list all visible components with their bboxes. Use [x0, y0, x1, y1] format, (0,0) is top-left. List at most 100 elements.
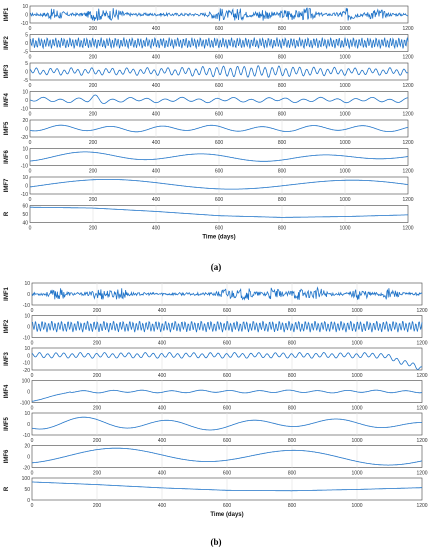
y-tick-label: -5	[24, 50, 29, 56]
x-tick-label: 1200	[402, 112, 413, 118]
subplot-label-imf3: IMF3	[4, 64, 10, 78]
y-tick-label: 10	[22, 4, 28, 10]
x-tick-label: 1200	[416, 308, 427, 314]
x-tick-label: 200	[93, 406, 102, 412]
x-tick-label: 400	[152, 55, 161, 61]
x-tick-label: 800	[278, 140, 287, 146]
y-tick-label: 0	[25, 41, 28, 47]
x-tick-label: 1000	[351, 373, 362, 379]
series-line-imf2	[31, 320, 423, 333]
y-tick-label: 10	[22, 90, 28, 96]
series-line-imf5	[29, 124, 409, 133]
y-tick-label: 10	[22, 147, 28, 153]
x-tick-label: 800	[288, 308, 297, 314]
x-axis-label: Time (days)	[210, 512, 243, 518]
x-tick-label: 800	[288, 438, 297, 444]
x-tick-label: 800	[278, 112, 287, 118]
x-tick-label: 1000	[339, 83, 350, 89]
y-tick-label: -10	[21, 107, 28, 113]
y-tick-label: -20	[21, 135, 28, 141]
y-tick-label: 0	[27, 498, 30, 504]
x-tick-label: 1000	[351, 503, 362, 509]
x-tick-label: 0	[31, 308, 34, 314]
subplot-label-imf5: IMF5	[4, 417, 10, 431]
x-tick-label: 800	[278, 26, 287, 32]
panel-b: -10 0 10 IMF1 0 200 400 600 800 1000 1200 -10 0 10 IMF…	[0, 275, 432, 550]
x-tick-label: 1000	[339, 226, 350, 232]
y-tick-label: 50	[22, 212, 28, 218]
x-tick-label: 1200	[402, 83, 413, 89]
x-tick-label: 200	[89, 26, 98, 32]
x-tick-label: 400	[152, 112, 161, 118]
x-tick-label: 1000	[339, 197, 350, 203]
x-tick-label: 1000	[339, 140, 350, 146]
subplot-label-imf6: IMF6	[4, 449, 10, 463]
x-tick-label: 400	[158, 341, 167, 347]
subplot-label-imf4: IMF4	[4, 384, 10, 398]
x-tick-label: 800	[278, 169, 287, 175]
y-tick-label: 0	[25, 155, 28, 161]
y-tick-label: 5	[25, 33, 28, 39]
x-tick-label: 1000	[351, 341, 362, 347]
x-tick-label: 800	[278, 197, 287, 203]
subplot-label-imf2: IMF2	[4, 36, 10, 50]
x-tick-label: 1000	[351, 406, 362, 412]
x-tick-label: 200	[89, 112, 98, 118]
series-line-r	[30, 206, 409, 218]
x-tick-label: 800	[288, 503, 297, 509]
x-tick-label: 800	[278, 226, 287, 232]
x-tick-label: 0	[29, 83, 32, 89]
y-tick-label: 10	[24, 411, 30, 417]
x-tick-label: 200	[89, 169, 98, 175]
subplot-label-imf1: IMF1	[4, 287, 10, 301]
series-line-imf2	[29, 36, 409, 50]
x-tick-label: 1200	[416, 341, 427, 347]
series-line-imf6	[32, 447, 423, 466]
x-tick-label: 800	[288, 373, 297, 379]
y-tick-label: 0	[27, 422, 30, 428]
x-tick-label: 400	[152, 26, 161, 32]
y-tick-label: -10	[23, 336, 30, 342]
y-tick-label: 0	[27, 292, 30, 298]
x-tick-label: 1000	[351, 471, 362, 477]
x-tick-label: 1200	[416, 406, 427, 412]
x-tick-label: 600	[223, 503, 232, 509]
x-tick-label: 800	[288, 406, 297, 412]
series-line-imf4	[29, 94, 408, 105]
series-line-imf4	[31, 389, 423, 402]
x-tick-label: 600	[223, 438, 232, 444]
panel-a: -10 0 10 IMF1 0 200 400 600 800 1000 1200 -5 0 5 IMF2 0…	[4, 4, 414, 241]
x-tick-label: 0	[29, 226, 32, 232]
x-tick-label: 200	[93, 308, 102, 314]
x-tick-label: 0	[29, 197, 32, 203]
y-tick-label: 10	[24, 281, 30, 287]
x-tick-label: 400	[158, 503, 167, 509]
x-tick-label: 400	[158, 373, 167, 379]
x-tick-label: 1200	[416, 471, 427, 477]
x-tick-label: 400	[158, 438, 167, 444]
subplot-label-r: R	[4, 486, 10, 491]
x-tick-label: 1200	[402, 26, 413, 32]
y-tick-label: 10	[22, 175, 28, 181]
x-tick-label: 1200	[416, 503, 427, 509]
x-tick-label: 200	[89, 197, 98, 203]
x-axis-label: Time (days)	[202, 235, 235, 241]
y-tick-label: 0	[27, 390, 30, 396]
x-tick-label: 600	[215, 197, 224, 203]
x-tick-label: 1200	[416, 373, 427, 379]
y-tick-label: -100	[20, 401, 30, 407]
series-line-imf3	[29, 65, 409, 78]
x-tick-label: 600	[223, 308, 232, 314]
y-tick-label: -10	[21, 164, 28, 170]
